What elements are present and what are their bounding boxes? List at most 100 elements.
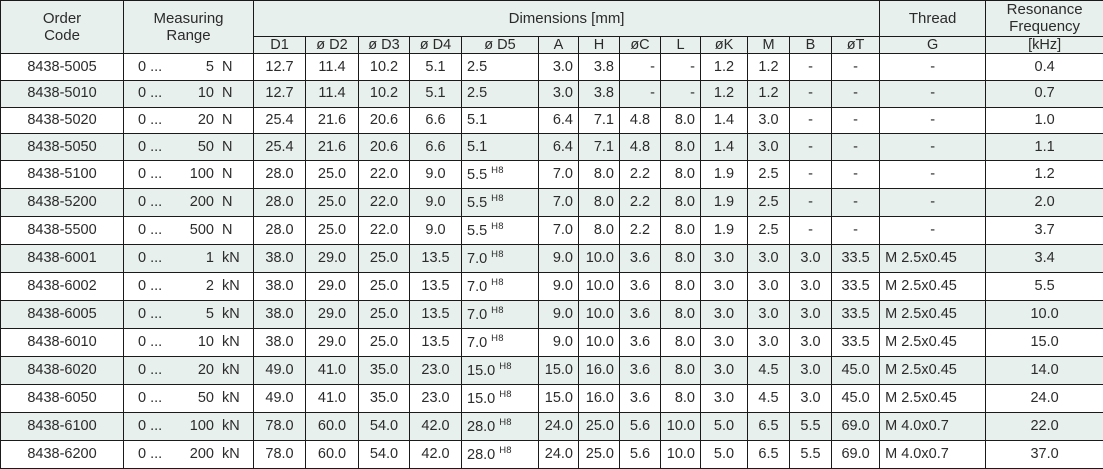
cell-d5-value: 15.0	[467, 390, 496, 407]
header-col-d1: D1	[253, 35, 306, 55]
cell-measuring-range: 0 ... 5 N	[123, 53, 254, 81]
header-row-subcolumns: D1 ø D2 ø D3 ø D4 ø D5 A H øC L øK M B ø…	[1, 35, 1103, 55]
measuring-range-unit: N	[222, 112, 233, 129]
cell-ot: 45.0	[830, 383, 881, 413]
measuring-range-wrapper: 0 ... 500 N	[129, 222, 248, 239]
cell-l: 8.0	[660, 133, 701, 162]
measuring-range-unit: N	[222, 85, 233, 102]
cell-l: 8.0	[660, 383, 701, 413]
cell-d5-tolerance: H8	[499, 416, 512, 428]
cell-measuring-range: 0 ... 50 N	[123, 133, 254, 162]
measuring-range-value: 50	[197, 390, 214, 407]
cell-ot: 33.5	[830, 244, 881, 274]
measuring-range-wrapper: 0 ... 200 N	[129, 194, 248, 211]
cell-ot: 33.5	[830, 328, 881, 357]
cell-d2: 21.6	[305, 133, 359, 162]
cell-h: 10.0	[578, 244, 620, 274]
measuring-range-value: 200	[189, 446, 214, 463]
cell-b: 3.0	[789, 300, 832, 330]
cell-d5: 2.5	[461, 53, 539, 81]
cell-d5: 28.0 H8	[461, 439, 539, 469]
cell-d3: 25.0	[358, 328, 410, 357]
measuring-range-from: 0 ...	[138, 85, 163, 102]
header-resonance-unit: [kHz]	[985, 35, 1103, 55]
cell-d2: 60.0	[305, 439, 359, 469]
cell-d5: 5.1	[461, 133, 539, 162]
cell-l: 10.0	[660, 439, 701, 469]
cell-d4: 13.5	[409, 244, 462, 274]
cell-oc: 2.2	[619, 160, 661, 190]
cell-b: 3.0	[789, 356, 832, 385]
cell-l: 8.0	[660, 106, 701, 135]
cell-d3: 22.0	[358, 188, 410, 218]
cell-a: 7.0	[538, 188, 579, 218]
cell-order-code: 8438-5500	[0, 216, 124, 246]
cell-d3: 35.0	[358, 356, 410, 385]
header-col-d5: ø D5	[461, 35, 539, 55]
measuring-range-value: 100	[189, 418, 214, 435]
measuring-range-from: 0 ...	[138, 194, 163, 211]
cell-resonance-frequency: 22.0	[985, 411, 1103, 441]
cell-d5: 7.0 H8	[461, 272, 539, 302]
cell-ok: 1.2	[700, 53, 748, 81]
cell-thread: M 4.0x0.7	[879, 439, 987, 469]
cell-d2: 11.4	[305, 53, 359, 81]
cell-b: -	[789, 79, 832, 108]
cell-ot: -	[830, 53, 881, 81]
header-col-ot: øT	[830, 35, 881, 55]
cell-d4: 23.0	[409, 383, 462, 413]
cell-m: 2.5	[747, 188, 790, 218]
cell-d5-tolerance: H8	[491, 332, 504, 344]
cell-d1: 38.0	[253, 244, 306, 274]
cell-h: 16.0	[578, 383, 620, 413]
header-row-group: Order Code Measuring Range Dimensions [m…	[0, 0, 1103, 55]
cell-oc: -	[619, 79, 661, 108]
header-thread-symbol: G	[879, 35, 987, 55]
cell-d4: 9.0	[409, 188, 462, 218]
cell-order-code: 8438-5020	[0, 106, 124, 135]
measuring-range-wrapper: 0 ... 10 N	[129, 85, 248, 102]
measuring-range-unit: kN	[222, 306, 240, 323]
measuring-range-wrapper: 0 ... 2 kN	[129, 278, 248, 295]
measuring-range-value: 50	[197, 138, 214, 155]
cell-ot: 69.0	[830, 411, 881, 441]
cell-d5-value: 15.0	[467, 362, 496, 379]
header-col-a: A	[538, 35, 579, 55]
cell-d5-tolerance: H8	[499, 444, 512, 456]
cell-measuring-range: 0 ... 100 kN	[123, 411, 254, 441]
cell-resonance-frequency: 1.1	[985, 133, 1103, 162]
cell-d5: 5.1	[461, 106, 539, 135]
header-measuring-range-line2: Range	[166, 27, 211, 45]
cell-thread: -	[879, 106, 987, 135]
table-row: 8438-5200 0 ... 200 N 28.0 25.0 22.0 9.0 5.5 H8 7.…	[0, 188, 1103, 218]
header-order-code-line1: Order	[42, 9, 82, 27]
cell-d5-tolerance: H8	[491, 276, 504, 288]
cell-h: 8.0	[578, 188, 620, 218]
cell-resonance-frequency: 0.4	[985, 53, 1103, 81]
cell-d5-value: 7.0	[467, 334, 488, 351]
header-measuring-range-line1: Measuring	[153, 9, 224, 27]
cell-b: 3.0	[789, 328, 832, 357]
cell-m: 3.0	[747, 244, 790, 274]
cell-l: 8.0	[660, 272, 701, 302]
measuring-range-wrapper: 0 ... 5 kN	[129, 306, 248, 323]
cell-h: 3.8	[578, 79, 620, 108]
cell-d4: 23.0	[409, 356, 462, 385]
cell-d1: 49.0	[253, 383, 306, 413]
cell-b: -	[789, 133, 832, 162]
measuring-range-from: 0 ...	[138, 58, 163, 75]
cell-resonance-frequency: 14.0	[985, 356, 1103, 385]
cell-order-code: 8438-6200	[0, 439, 124, 469]
cell-thread: -	[879, 188, 987, 218]
cell-ok: 1.4	[700, 106, 748, 135]
cell-d1: 28.0	[253, 188, 306, 218]
cell-a: 3.0	[538, 79, 579, 108]
header-resonance: Resonance Frequency	[985, 0, 1103, 37]
measuring-range-from: 0 ...	[138, 222, 163, 239]
measuring-range-from: 0 ...	[138, 306, 163, 323]
cell-resonance-frequency: 24.0	[985, 383, 1103, 413]
cell-d5-value: 7.0	[467, 250, 488, 267]
header-col-h: H	[578, 35, 620, 55]
cell-thread: M 2.5x0.45	[879, 272, 987, 302]
table-row: 8438-5050 0 ... 50 N 25.4 21.6 20.6 6.6 5.1 6.4 7.…	[0, 133, 1103, 162]
